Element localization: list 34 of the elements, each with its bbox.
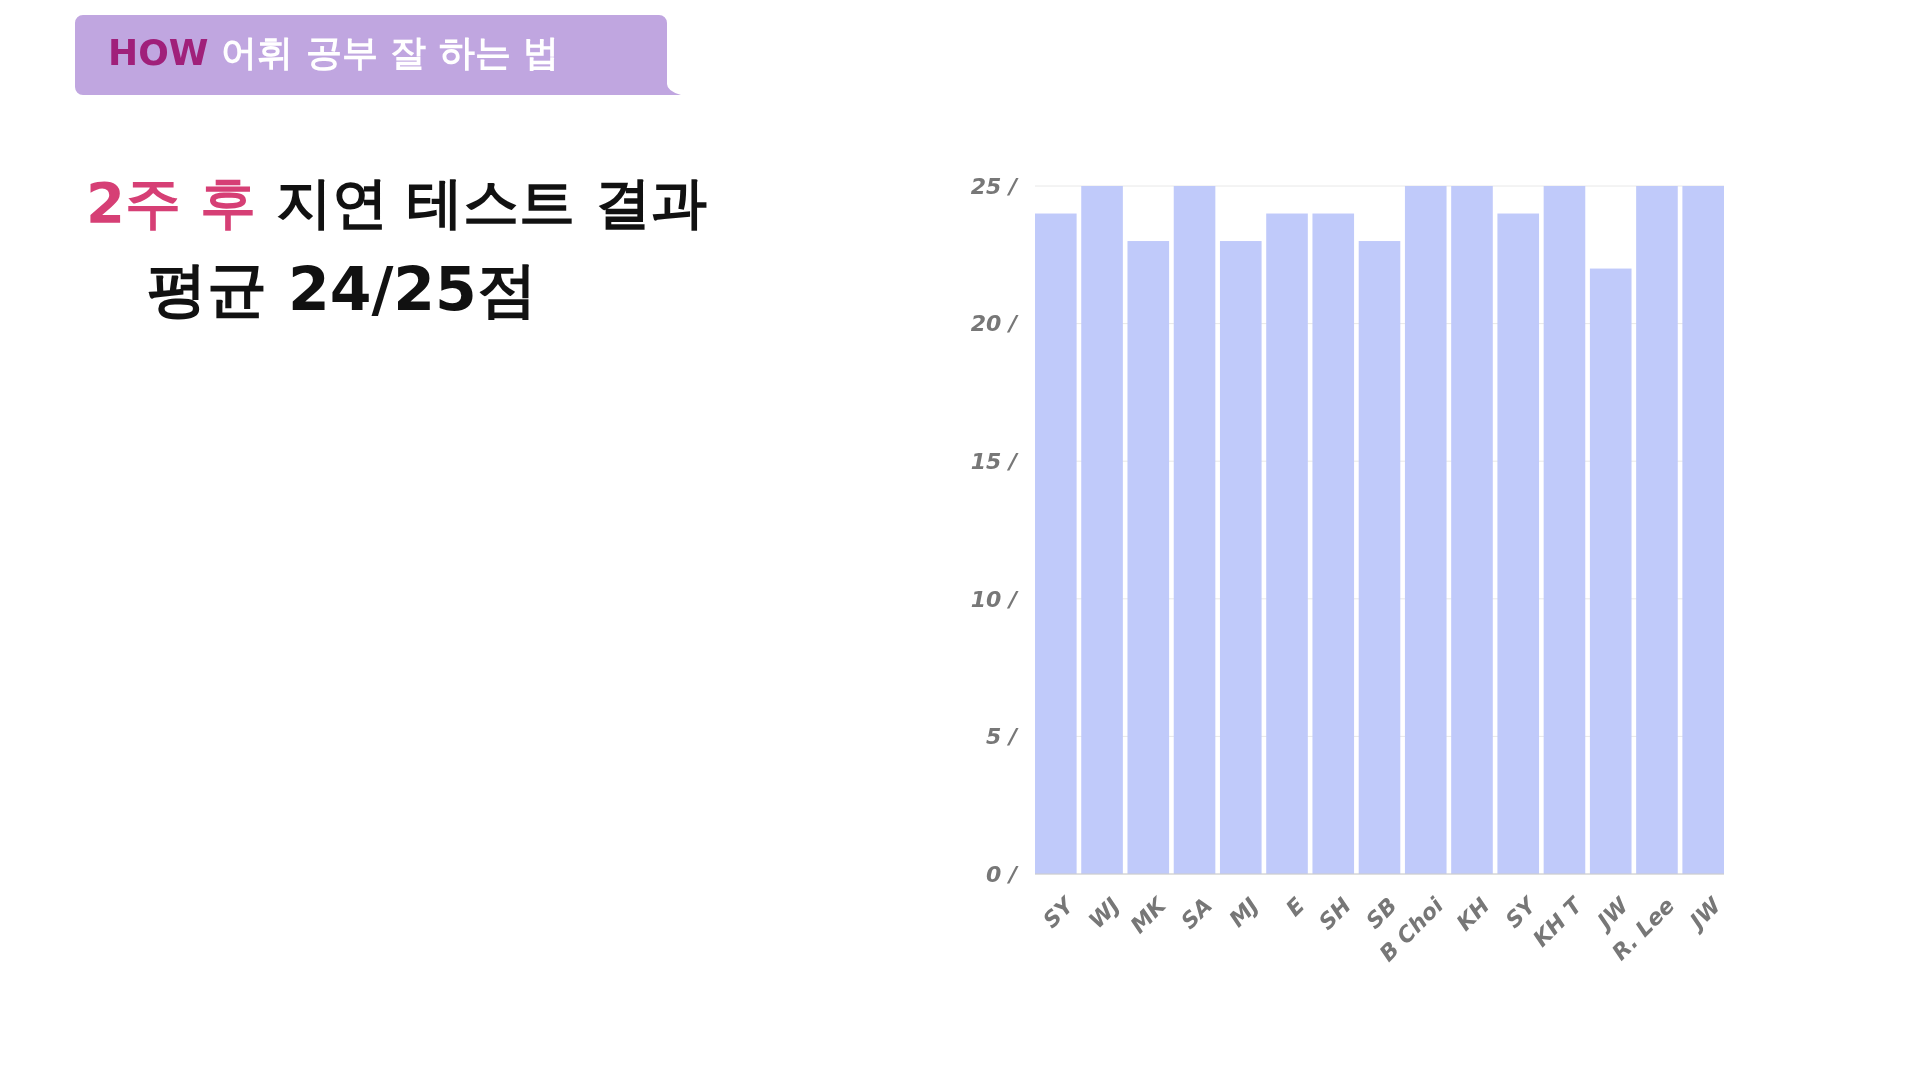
x-tick-label: SH bbox=[1313, 892, 1356, 935]
y-tick-label: 5 / bbox=[985, 724, 1019, 750]
bar bbox=[1312, 213, 1355, 874]
x-tick-label: SY bbox=[1038, 891, 1080, 933]
bar bbox=[1173, 186, 1216, 874]
bar bbox=[1219, 241, 1262, 874]
bar bbox=[1404, 186, 1447, 874]
y-tick-label: 20 / bbox=[970, 311, 1019, 337]
x-tick-label: KH bbox=[1451, 892, 1495, 936]
text: 2주 후 지연 테스트 결과 bbox=[86, 170, 707, 235]
bar bbox=[1451, 186, 1493, 874]
y-tick-label: 0 / bbox=[985, 861, 1019, 887]
y-tick-label: 25 / bbox=[970, 173, 1019, 199]
x-tick-label: JW bbox=[1682, 891, 1727, 937]
y-tick-label: 15 / bbox=[970, 448, 1019, 474]
bar bbox=[1127, 241, 1170, 874]
bar bbox=[1081, 186, 1123, 874]
x-tick-label: JW bbox=[1589, 891, 1635, 937]
bar bbox=[1035, 213, 1077, 874]
x-tick-label: SA bbox=[1176, 892, 1217, 934]
text: HOW 어휘 공부 잘 하는 법 bbox=[108, 32, 560, 73]
x-tick-label: MK bbox=[1125, 891, 1173, 938]
bar bbox=[1358, 241, 1401, 874]
x-tick-label: MJ bbox=[1224, 892, 1264, 932]
x-tick-label: E bbox=[1281, 892, 1310, 922]
bar bbox=[1543, 186, 1586, 874]
bar bbox=[1589, 268, 1632, 874]
x-tick-label: WJ bbox=[1083, 892, 1125, 934]
y-tick-label: 10 / bbox=[970, 586, 1019, 612]
bar bbox=[1636, 186, 1678, 874]
text: 평균 24/25점 bbox=[147, 254, 537, 324]
bar bbox=[1266, 213, 1308, 874]
bar bbox=[1682, 186, 1724, 874]
bar bbox=[1497, 213, 1540, 874]
